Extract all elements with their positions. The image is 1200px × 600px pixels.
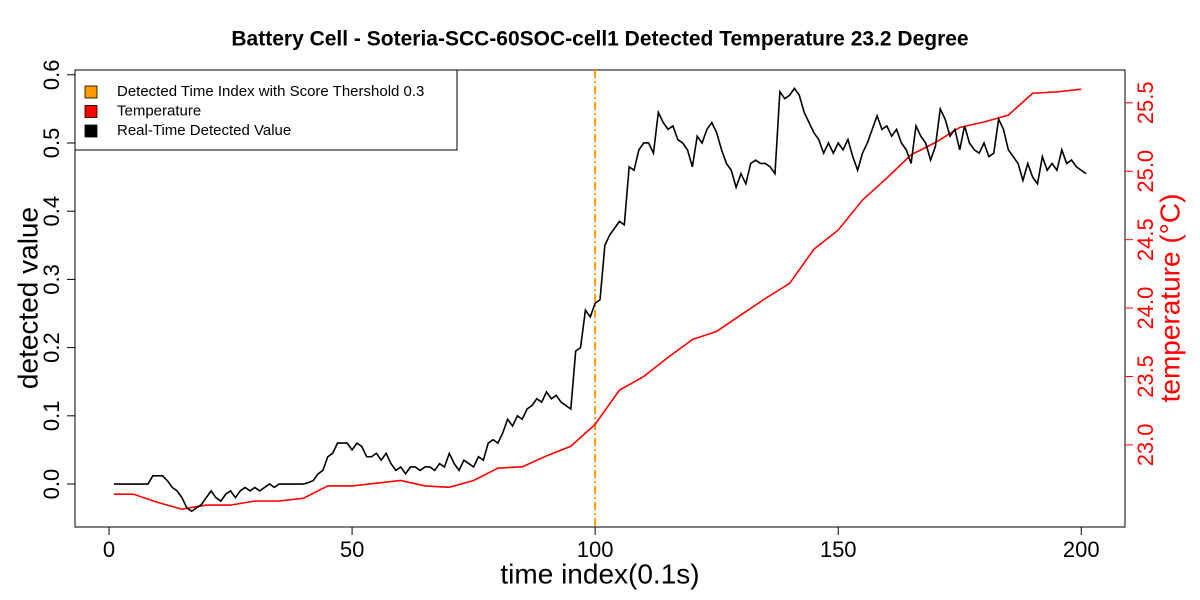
x-tick-label: 200 bbox=[1063, 537, 1100, 562]
series-line bbox=[113, 88, 1082, 511]
y-tick-label: 0.6 bbox=[39, 59, 64, 90]
x-tick-label: 150 bbox=[820, 537, 857, 562]
y2-tick-label: 24.5 bbox=[1133, 218, 1158, 261]
legend-label: Temperature bbox=[117, 102, 201, 119]
y2-tick-label: 25.5 bbox=[1133, 81, 1158, 124]
chart-title: Battery Cell - Soteria-SCC-60SOC-cell1 D… bbox=[231, 28, 968, 51]
y-tick-label: 0.2 bbox=[39, 332, 64, 363]
legend-label: Real-Time Detected Value bbox=[117, 122, 291, 139]
x-tick-label: 50 bbox=[340, 537, 364, 562]
y-axis-label: detected value bbox=[12, 207, 43, 389]
series-line bbox=[113, 87, 1087, 513]
y2-tick-label: 25.0 bbox=[1133, 150, 1158, 193]
legend-swatch bbox=[84, 105, 98, 118]
x-tick-label: 0 bbox=[103, 537, 115, 562]
y2-tick-label: 23.0 bbox=[1133, 423, 1158, 466]
x-tick-label: 100 bbox=[577, 537, 614, 562]
y2-tick-label: 24.0 bbox=[1133, 287, 1158, 330]
y-tick-label: 0.3 bbox=[39, 264, 64, 295]
legend-label: Detected Time Index with Score Thershold… bbox=[117, 83, 424, 100]
y-tick-label: 0.0 bbox=[39, 469, 64, 500]
y2-tick-label: 23.5 bbox=[1133, 355, 1158, 398]
y-tick-label: 0.4 bbox=[39, 196, 64, 227]
y2-axis-label: temperature (°C) bbox=[1154, 194, 1185, 403]
x-axis-label: time index(0.1s) bbox=[500, 558, 699, 589]
y-tick-label: 0.5 bbox=[39, 128, 64, 159]
legend-swatch bbox=[84, 85, 98, 99]
legend-box bbox=[74, 69, 458, 151]
legend-swatch bbox=[84, 124, 98, 138]
y-tick-label: 0.1 bbox=[39, 401, 64, 432]
plot-frame bbox=[74, 69, 1126, 528]
